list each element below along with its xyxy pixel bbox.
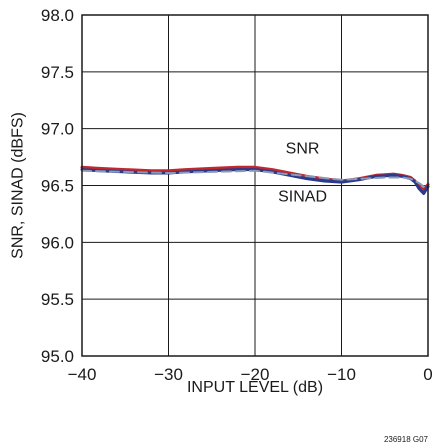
x-tick-labels: −40 −30 −20 −10 0	[68, 365, 433, 384]
series-annotation: SINAD	[278, 188, 327, 205]
x-tick-label: −10	[327, 365, 356, 384]
x-tick-label: −30	[154, 365, 183, 384]
y-tick-label: 96.5	[41, 177, 74, 196]
y-tick-labels: 95.0 95.5 96.0 96.5 97.0 97.5 98.0	[41, 6, 74, 366]
series-annotation: SNR	[286, 141, 320, 158]
y-tick-label: 98.0	[41, 6, 74, 25]
x-tick-label: 0	[423, 365, 432, 384]
y-tick-label: 96.0	[41, 233, 74, 252]
y-tick-label: 97.0	[41, 120, 74, 139]
reference-series-line	[81, 169, 429, 188]
figure-id: 236918 G07	[384, 435, 429, 444]
plot-frame	[81, 14, 429, 357]
grid-layer	[82, 15, 428, 356]
y-tick-label: 97.5	[41, 63, 74, 82]
y-tick-label: 95.5	[41, 290, 74, 309]
x-axis-label: INPUT LEVEL (dB)	[187, 379, 323, 396]
series-layer	[80, 165, 430, 195]
x-tick-label: −20	[241, 365, 270, 384]
x-tick-label: −40	[68, 365, 97, 384]
annotations: SNR SINAD	[278, 141, 327, 206]
y-tick-label: 95.0	[41, 347, 74, 366]
y-axis-label: SNR, SINAD (dBFS)	[10, 112, 27, 259]
